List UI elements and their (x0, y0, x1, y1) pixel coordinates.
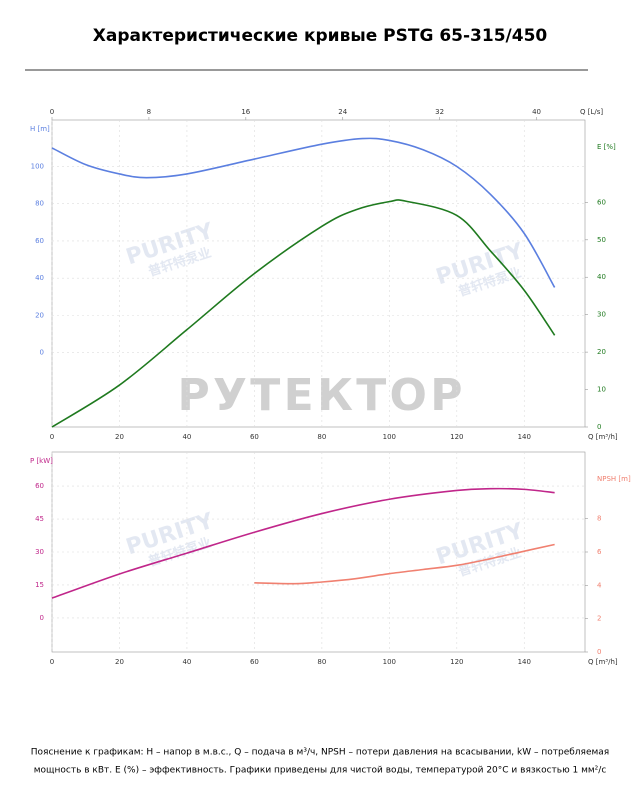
y2-tick-label: 40 (597, 273, 606, 281)
curve (51, 199, 556, 428)
x-tick-label: 140 (518, 433, 531, 441)
x2-tick-label: 0 (50, 108, 54, 116)
y-axis-label: H [m] (30, 125, 50, 133)
y2-tick-label: 2 (597, 615, 601, 623)
y-tick-label: 60 (35, 237, 44, 245)
x2-axis-label: Q [L/s] (580, 108, 603, 116)
x-tick-label: 20 (115, 658, 124, 666)
y-tick-label: 80 (35, 200, 44, 208)
x-tick-label: 100 (383, 658, 396, 666)
plot-frame (51, 119, 586, 428)
y-tick-label: 20 (35, 311, 44, 319)
x2-tick-label: 24 (338, 108, 347, 116)
y2-tick-label: 50 (597, 236, 606, 244)
y2-tick-label: 0 (597, 423, 601, 431)
curve (51, 137, 556, 288)
y-tick-label: 0 (40, 614, 44, 622)
caption-line: Пояснение к графикам: H – напор в м.в.с.… (31, 748, 609, 758)
y2-tick-label: 8 (597, 515, 601, 523)
page-title: Характеристические кривые PSTG 65-315/45… (93, 26, 548, 46)
y-tick-label: 45 (35, 515, 44, 523)
x-tick-label: 120 (450, 658, 463, 666)
x2-tick-label: 32 (435, 108, 444, 116)
y2-tick-label: 30 (597, 311, 606, 319)
y-tick-label: 100 (31, 163, 44, 171)
x-axis-label: Q [m³/h] (588, 433, 618, 441)
x-tick-label: 0 (50, 433, 54, 441)
curve (51, 487, 555, 599)
x-tick-label: 40 (182, 658, 191, 666)
x-tick-label: 60 (250, 433, 259, 441)
x2-tick-label: 16 (241, 108, 250, 116)
x-axis-label: Q [m³/h] (588, 658, 618, 666)
y2-tick-label: 60 (597, 198, 606, 206)
y-tick-label: 40 (35, 274, 44, 282)
watermark: РУТЕКТОР (178, 370, 463, 421)
x-tick-label: 140 (518, 658, 531, 666)
y-tick-label: 0 (40, 349, 44, 357)
x-tick-label: 80 (317, 658, 326, 666)
curve (254, 543, 555, 585)
y2-axis-label: NPSH [m] (597, 475, 631, 483)
y2-tick-label: 6 (597, 548, 602, 556)
x-tick-label: 60 (250, 658, 259, 666)
y-tick-label: 15 (35, 581, 44, 589)
y2-tick-label: 0 (597, 648, 601, 656)
x-tick-label: 0 (50, 658, 54, 666)
x-tick-label: 20 (115, 433, 124, 441)
x2-tick-label: 40 (532, 108, 541, 116)
y2-axis-label: E [%] (597, 143, 616, 151)
x-tick-label: 100 (383, 433, 396, 441)
x-tick-label: 40 (182, 433, 191, 441)
y-axis-label: P [kW] (30, 457, 53, 465)
x2-tick-label: 8 (147, 108, 151, 116)
x-tick-label: 80 (317, 433, 326, 441)
y-tick-label: 30 (35, 548, 44, 556)
y2-tick-label: 10 (597, 386, 606, 394)
x-tick-label: 120 (450, 433, 463, 441)
y2-tick-label: 20 (597, 348, 606, 356)
y-tick-label: 60 (35, 482, 44, 490)
y2-tick-label: 4 (597, 581, 602, 589)
caption-line: мощность в кВт. E (%) – эффективность. Г… (34, 766, 607, 776)
